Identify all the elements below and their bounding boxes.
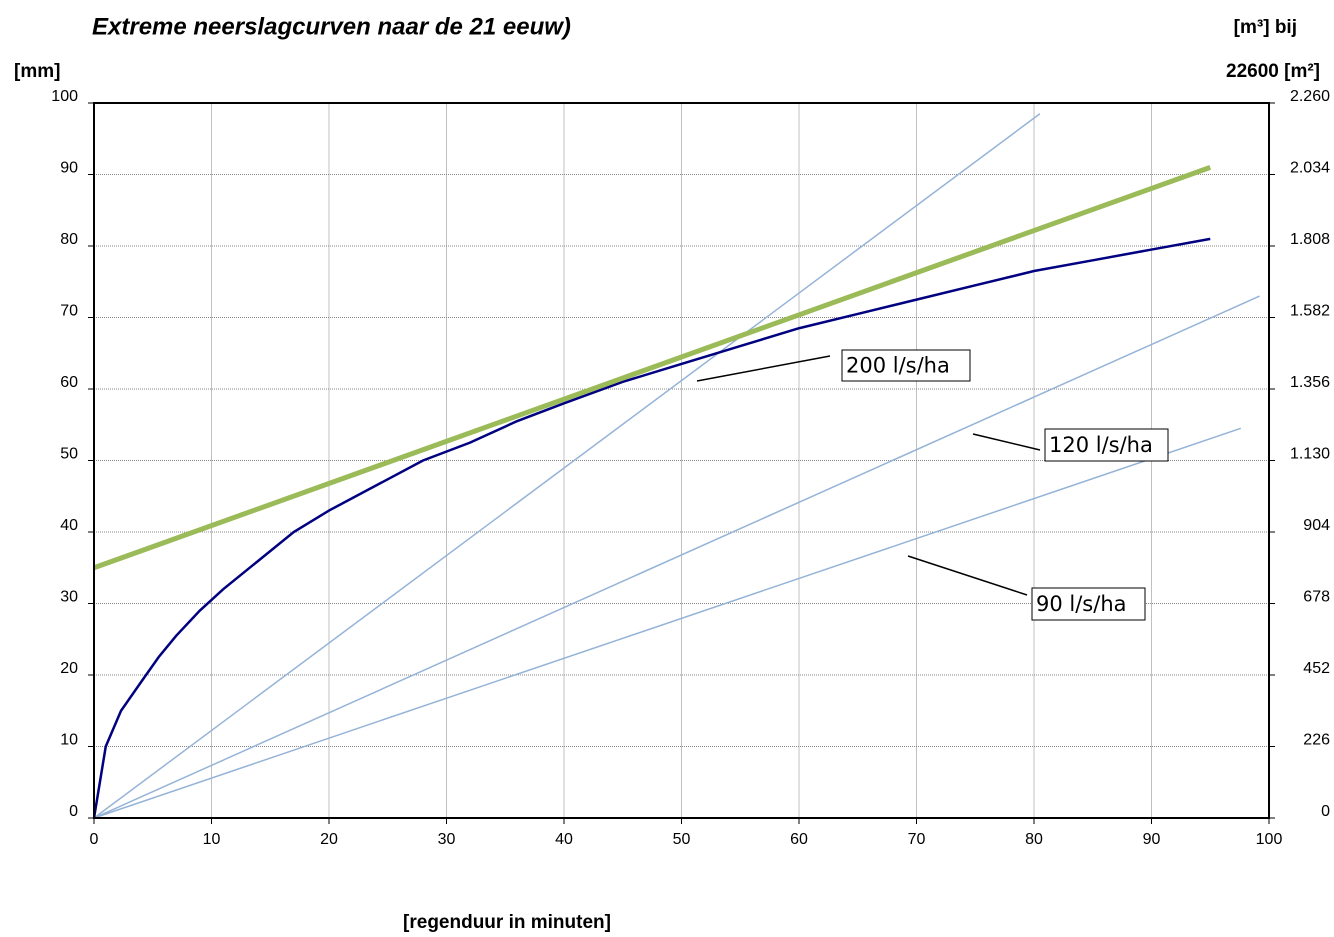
- y2-tick-label: 1.356: [1290, 374, 1330, 391]
- y-tick-label: 20: [60, 660, 78, 677]
- plot-frame: [93, 102, 1270, 819]
- y-tick-label: 60: [60, 374, 78, 391]
- y-tick-label: 40: [60, 517, 78, 534]
- x-tick-label: 40: [555, 831, 573, 848]
- x-tick-label: 30: [438, 831, 456, 848]
- annotation: 200 l/s/ha: [846, 354, 950, 378]
- leader-line: [696, 355, 831, 382]
- line-series: [93, 113, 1041, 819]
- y-tick-label: 50: [60, 446, 78, 463]
- y-tick-label: 30: [60, 589, 78, 606]
- annotation-box: [1031, 587, 1146, 621]
- x-tick-label: 100: [1256, 831, 1283, 848]
- y-tick-label: 80: [60, 231, 78, 248]
- line-series: [93, 427, 1242, 819]
- annotation-box: [1044, 428, 1169, 462]
- y2-tick-label: 2.034: [1290, 160, 1330, 177]
- leader-line: [972, 433, 1041, 451]
- line-series: [93, 164, 1212, 571]
- y2-tick-label: 452: [1303, 660, 1330, 677]
- annotation: 90 l/s/ha: [1036, 592, 1127, 616]
- x-tick-label: 50: [673, 831, 691, 848]
- y2-tick-label: 2.260: [1290, 88, 1330, 105]
- y-tick-label: 90: [60, 160, 78, 177]
- y2-tick-label: 1.130: [1290, 446, 1330, 463]
- x-tick-label: 70: [908, 831, 926, 848]
- x-tick-label: 90: [1143, 831, 1161, 848]
- annotation: 120 l/s/ha: [1049, 433, 1153, 457]
- line-series: [92, 237, 1211, 819]
- y-tick-label: 0: [69, 803, 78, 820]
- y2-tick-label: 1.582: [1290, 303, 1330, 320]
- x-tick-label: 0: [90, 831, 99, 848]
- y2-tick-label: 226: [1303, 732, 1330, 749]
- y-tick-label: 100: [51, 88, 78, 105]
- y2-tick-label: 904: [1303, 517, 1330, 534]
- y2-tick-label: 678: [1303, 589, 1330, 606]
- annotation-box: [841, 349, 971, 382]
- y-tick-label: 70: [60, 303, 78, 320]
- y2-axis-label: 22600 [m²]: [1226, 61, 1320, 82]
- y-tick-label: 10: [60, 732, 78, 749]
- line-series: [93, 295, 1260, 819]
- x-tick-label: 10: [203, 831, 221, 848]
- x-tick-label: 80: [1025, 831, 1043, 848]
- x-tick-label: 60: [790, 831, 808, 848]
- y2-axis-label: [m³] bij: [1234, 17, 1297, 38]
- x-axis-label: [regenduur in minuten]: [403, 912, 611, 933]
- y2-tick-label: 0: [1321, 803, 1330, 820]
- y2-tick-label: 1.808: [1290, 231, 1330, 248]
- y-axis-label: [mm]: [14, 61, 60, 82]
- chart-title: Extreme neerslagcurven naar de 21 eeuw): [92, 13, 571, 40]
- x-tick-label: 20: [320, 831, 338, 848]
- leader-line: [907, 555, 1028, 596]
